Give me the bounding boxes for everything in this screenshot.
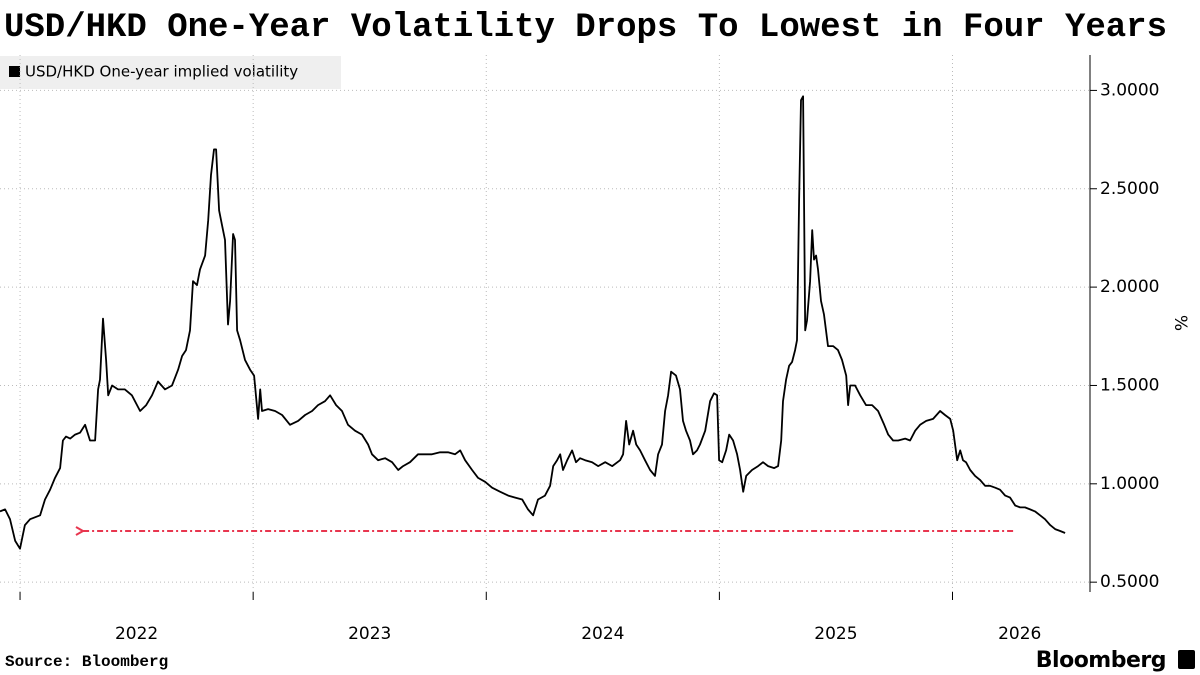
y-tick-label: 0.5000: [1100, 572, 1159, 592]
x-tick-label: 2023: [348, 624, 391, 644]
y-tick-label: 1.0000: [1100, 474, 1159, 494]
source: Source: Bloomberg: [5, 653, 168, 671]
brand-icon: [1178, 650, 1195, 669]
y-tick-label: 1.5000: [1100, 375, 1159, 395]
y-tick-label: 3.0000: [1100, 80, 1159, 100]
data-line: [0, 95, 1066, 550]
legend-box: [0, 56, 341, 89]
legend: USD/HKD One-year implied volatility: [0, 56, 341, 89]
y-axis-label: %: [1170, 315, 1190, 331]
y-tick-label: 2.0000: [1100, 277, 1159, 297]
legend-label: USD/HKD One-year implied volatility: [25, 63, 298, 81]
x-tick-label: 2026: [998, 624, 1041, 644]
legend-swatch: [9, 66, 20, 77]
brand: Bloomberg: [1036, 648, 1166, 673]
x-tick-label: 2024: [581, 624, 624, 644]
x-tick-label: 2022: [115, 624, 158, 644]
y-tick-label: 2.5000: [1100, 179, 1159, 199]
chart-title: USD/HKD One-Year Volatility Drops To Low…: [4, 9, 1167, 47]
x-tick-label: 2025: [814, 624, 857, 644]
